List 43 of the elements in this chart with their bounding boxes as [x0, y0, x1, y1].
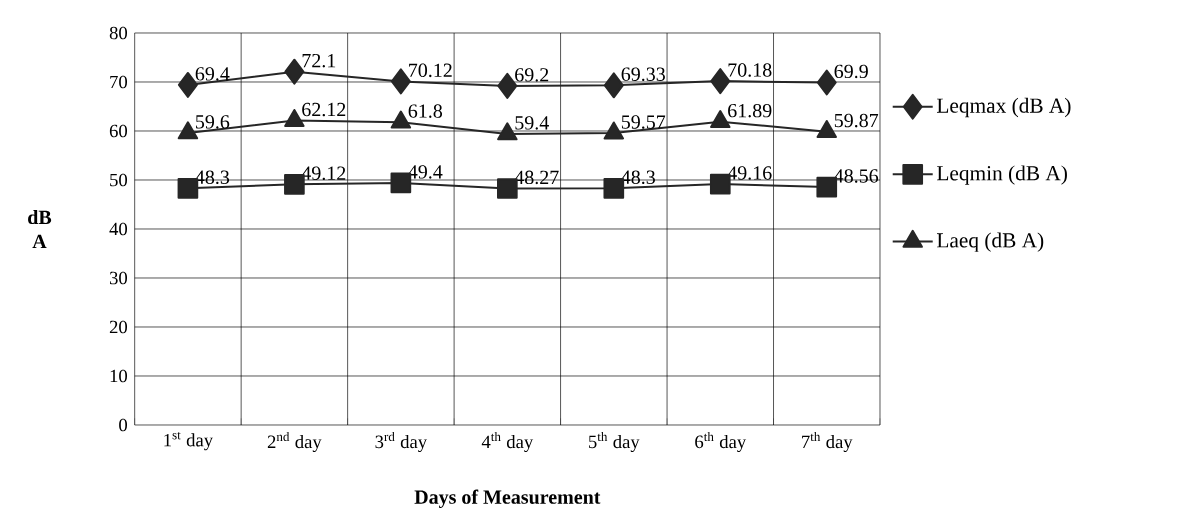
y-tick-label: 70: [110, 75, 128, 89]
data-label: 59.4: [515, 116, 549, 130]
x-tick-label: 7$^{th}$ day: [802, 431, 853, 452]
x-tick-label: 5$^{th}$ day: [589, 431, 640, 452]
data-label: 49.4: [408, 165, 443, 179]
point: [284, 173, 305, 195]
y-tick-label: 0: [119, 418, 128, 432]
data-label: 59.57: [621, 115, 666, 129]
data-label: 69.4: [195, 67, 230, 81]
data-label: 72.1: [302, 53, 336, 68]
y-tick-label: 40: [109, 222, 128, 236]
data-label: 62.12: [302, 102, 346, 117]
y-tick-label: 80: [109, 26, 128, 40]
data-label: 48.27: [514, 170, 559, 185]
data-label: 59.87: [834, 113, 879, 128]
x-tick-label: 3$^{rd}$ day: [375, 431, 428, 452]
x-tick-label: 2$^{nd}$ day: [267, 431, 322, 452]
legend-label: Leqmin (dB A): [936, 165, 1067, 185]
point: [390, 68, 411, 95]
y-tick-label: 30: [109, 271, 128, 285]
y-axis-title: dB A: [28, 210, 52, 248]
data-label: 70.18: [728, 63, 772, 77]
data-label: 49.12: [301, 166, 346, 181]
legend-label: Laeq (dB A): [936, 232, 1044, 252]
data-label: 70.12: [409, 63, 452, 78]
y-tick-label: 10: [110, 369, 128, 383]
y-tick-label: 60: [109, 124, 128, 138]
x-tick-label: 4$^{th}$ day: [481, 431, 534, 452]
y-tick-label: 20: [109, 320, 128, 334]
point: [709, 173, 731, 195]
y-tick-label: 50: [110, 173, 128, 187]
x-tick-label: 6$^{th}$ day: [695, 431, 747, 452]
legend-label: Leqmax (dB A): [936, 97, 1071, 118]
x-tick-label: 1$^{st}$ day: [164, 431, 214, 451]
x-axis-title: Days of Measurement: [414, 489, 601, 508]
data-label: 69.33: [621, 67, 665, 82]
data-label: 61.8: [408, 104, 443, 118]
data-label: 48.56: [834, 169, 879, 183]
data-label: 69.9: [834, 64, 868, 79]
data-label: 59.6: [196, 115, 230, 129]
data-label: 49.16: [727, 166, 772, 180]
data-label: 69.2: [515, 68, 549, 82]
data-label: 61.89: [728, 103, 772, 118]
